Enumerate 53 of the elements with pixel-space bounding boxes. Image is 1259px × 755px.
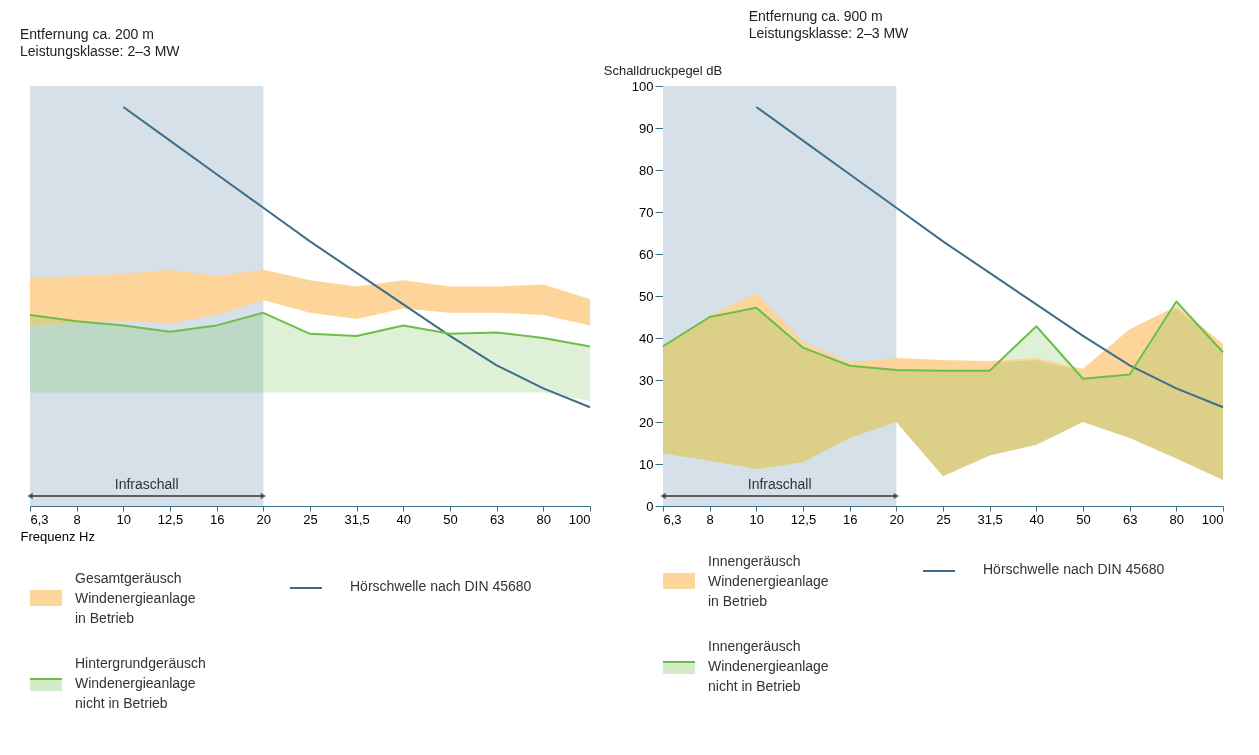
x-tick-label: 80 <box>1169 511 1185 527</box>
x-tick-label: 100 <box>568 511 591 527</box>
y-tick-label: 70 <box>639 204 654 220</box>
legend-label: Innengeräusch Windenergieanlage in Betrieb <box>708 553 829 609</box>
y-tick-label: 20 <box>639 414 654 430</box>
x-tick-label: 6,3 <box>30 511 49 527</box>
x-tick-label: 16 <box>209 511 225 527</box>
x-tick-label: 20 <box>889 511 905 527</box>
x-tick-label: 31,5 <box>344 511 370 527</box>
band-label: Infraschall <box>114 476 179 492</box>
chart-subtitle: Leistungsklasse: 2–3 MW <box>748 25 910 41</box>
x-tick-label: 8 <box>73 511 81 527</box>
chart-subtitle: Leistungsklasse: 2–3 MW <box>20 43 181 60</box>
band-label: Infraschall <box>747 476 812 492</box>
x-tick-label: 63 <box>489 511 505 527</box>
y-axis-title: Schalldruckpegel dB <box>603 63 723 78</box>
chart-title: Entfernung ca. 900 m <box>748 8 883 24</box>
x-tick-label: 6,3 <box>663 511 682 527</box>
y-tick-label: 30 <box>639 372 654 388</box>
legend-label: Hörschwelle nach DIN 45680 <box>350 578 532 594</box>
y-tick-label: 50 <box>639 288 654 304</box>
x-tick-label: 16 <box>842 511 858 527</box>
y-tick-label: 60 <box>639 246 654 262</box>
x-tick-label: 12,5 <box>157 511 184 527</box>
x-tick-label: 50 <box>1076 511 1091 527</box>
line-series <box>755 106 1224 409</box>
legend-label: Gesamtgeräusch Windenergieanlage in Betrieb <box>75 570 196 626</box>
x-tick-label: 25 <box>303 511 318 527</box>
x-tick-label: 12,5 <box>790 511 817 527</box>
y-tick-label: 100 <box>631 78 654 94</box>
x-tick-label: 31,5 <box>977 511 1003 527</box>
chart-title: Entfernung ca. 200 m <box>20 26 154 43</box>
legend-label: Hörschwelle nach DIN 45680 <box>983 561 1165 577</box>
y-tick-label: 90 <box>639 120 654 136</box>
x-tick-label: 25 <box>936 511 951 527</box>
x-tick-label: 8 <box>706 511 714 527</box>
y-tick-label: 10 <box>639 456 654 472</box>
y-tick-label: 0 <box>646 498 654 514</box>
x-tick-label: 10 <box>749 511 765 527</box>
x-tick-label: 10 <box>116 511 132 527</box>
x-tick-label: 80 <box>536 511 552 527</box>
x-tick-label: 50 <box>443 511 458 527</box>
x-tick-label: 40 <box>396 511 412 527</box>
line-series <box>662 300 1224 380</box>
x-tick-label: 100 <box>1201 511 1224 527</box>
x-tick-label: 63 <box>1122 511 1138 527</box>
x-axis-title: Frequenz Hz <box>20 528 95 544</box>
x-tick-label: 20 <box>256 511 272 527</box>
legend-label: Innengeräusch Windenergieanlage nicht in Betrieb <box>708 638 829 694</box>
y-tick-label: 40 <box>639 330 654 346</box>
legend-label: Hintergrundgeräusch Windenergieanlage nicht in Betrieb <box>75 655 206 711</box>
y-tick-label: 80 <box>639 162 654 178</box>
x-tick-label: 40 <box>1029 511 1045 527</box>
